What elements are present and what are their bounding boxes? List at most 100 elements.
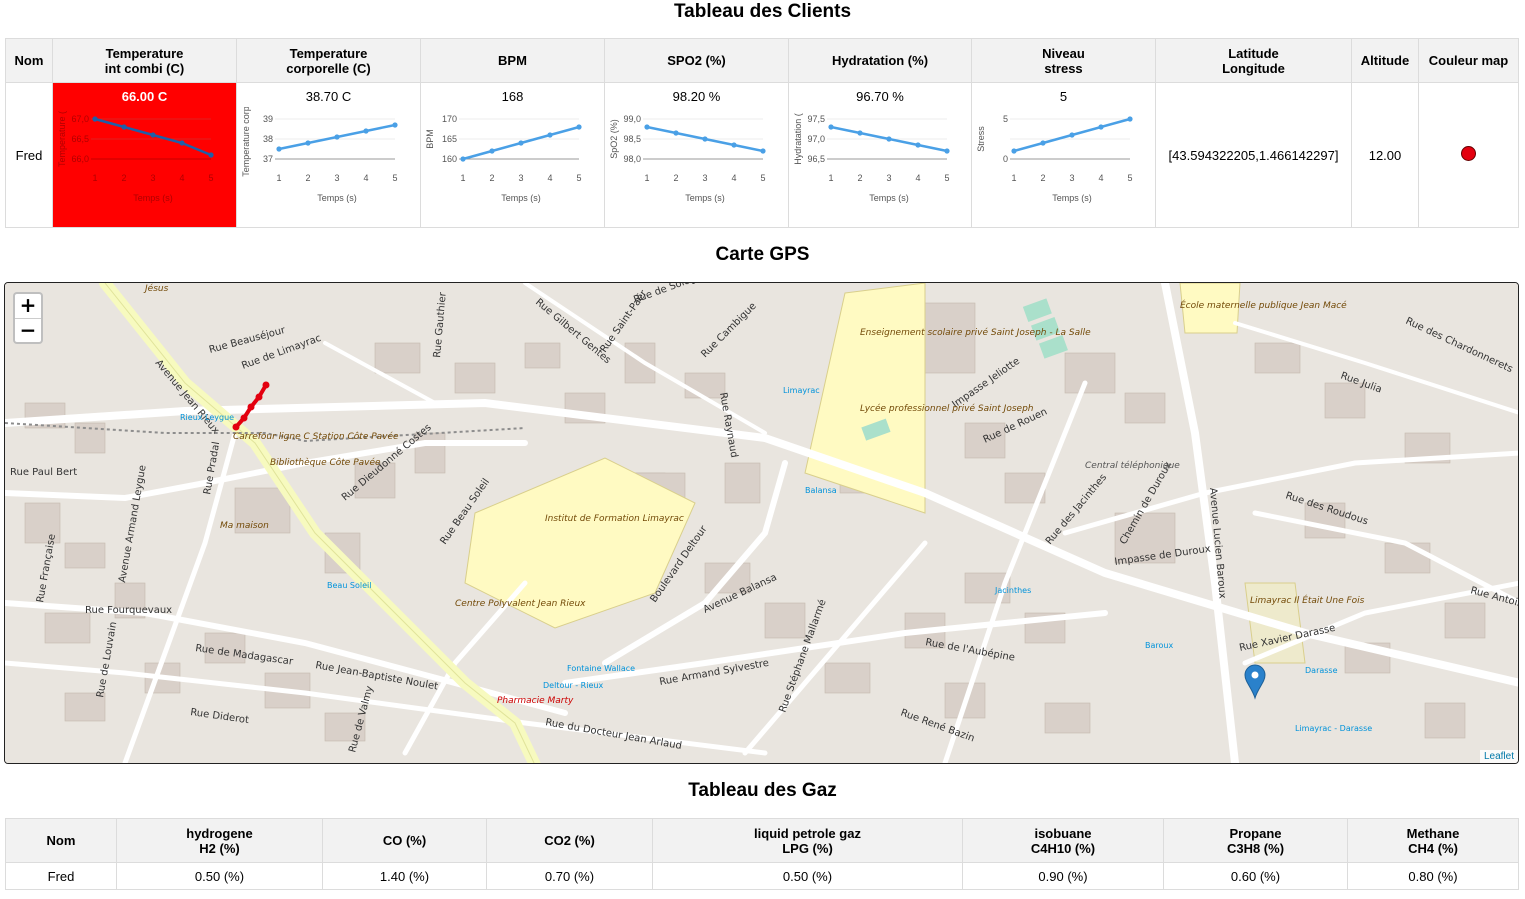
chart-x-tick-label: 1 [828, 173, 833, 183]
chart-point [276, 146, 282, 152]
header-temp-corp: Temperature corporelle (C) [236, 38, 421, 83]
table-row: Fred 66.00 C 67,0 66,5 66,0 1 2 3 4 5 Temps (s) T… [5, 82, 1519, 228]
chart-point [576, 124, 582, 130]
spo2-value: 98.20 % [672, 89, 721, 104]
map-color-cell [1418, 82, 1519, 228]
gps-map-title: Carte GPS [715, 244, 810, 265]
chart-point [460, 156, 466, 162]
gaz-header-h2: hydrogene H2 (%) [116, 818, 323, 863]
chart-point [547, 132, 553, 138]
chart-x-tick-label: 5 [208, 173, 213, 183]
gaz-header-row: Nom hydrogene H2 (%) CO (%) CO2 (%) liqui… [5, 818, 1519, 863]
place-label: Institut de Formation Limayrac [545, 514, 684, 524]
spo2-chart: 99,0 98,5 98,01 2 3 4 5 Temps (s) SpO2 (%) [609, 114, 766, 203]
gaz-header-propane: Propane C3H8 (%) [1163, 818, 1348, 863]
chart-y-axis-label: BPM [425, 129, 435, 149]
chart-x-tick-label: 1 [644, 173, 649, 183]
chart-y-tick-label: 98,5 [623, 134, 641, 144]
gps-map[interactable]: Avenue Jean Rieux Rue de Limayrac Rue Be… [4, 282, 1519, 764]
hydratation-cell: 96.70 % 97,5 97,0 96,5 1 2 3 4 5 Temps (s) Hydrat… [788, 82, 972, 228]
chart-y-axis-label: Hydratation ( [793, 113, 803, 165]
chart-point [1011, 148, 1017, 154]
chart-y-tick-label: 66,0 [71, 154, 89, 164]
chart-point [92, 116, 98, 122]
place-label: Ma maison [220, 521, 269, 531]
place-label: Fontaine Wallace [567, 664, 635, 673]
chart-point [208, 152, 214, 158]
chart-x-tick-label: 3 [886, 173, 891, 183]
spo2-cell: 98.20 % 99,0 98,5 98,0 1 2 3 4 5 Temps (s) SpO2 (… [604, 82, 789, 228]
hydratation-value: 96.70 % [856, 89, 904, 104]
chart-point [518, 140, 524, 146]
gaz-header-methane: Methane CH4 (%) [1347, 818, 1519, 863]
chart-point [305, 140, 311, 146]
chart-y-tick-label: 5 [1003, 114, 1008, 124]
chart-point [915, 142, 921, 148]
chart-point [1098, 124, 1104, 130]
gaz-co-value: 1.40 (%) [322, 862, 487, 890]
chart-y-axis-label: SpO2 (%) [609, 119, 619, 159]
header-temp-int: Temperature int combi (C) [52, 38, 237, 83]
leaflet-attribution-link[interactable]: Leaflet [1479, 750, 1518, 763]
chart-x-tick-label: 2 [857, 173, 862, 183]
header-bpm: BPM [420, 38, 605, 83]
map-color-dot [1461, 146, 1476, 161]
place-label: Pharmacie Marty [497, 696, 574, 706]
gaz-header-lpg: liquid petrole gaz LPG (%) [652, 818, 963, 863]
chart-y-tick-label: 37 [263, 154, 273, 164]
chart-x-tick-label: 3 [334, 173, 339, 183]
chart-point [1127, 116, 1133, 122]
gaz-header-nom: Nom [5, 818, 117, 863]
chart-point [673, 130, 679, 136]
chart-point [392, 122, 398, 128]
header-nom: Nom [5, 38, 53, 83]
altitude-value: 12.00 [1351, 82, 1419, 228]
chart-x-tick-label: 2 [305, 173, 310, 183]
chart-y-axis-label: Stress [976, 126, 986, 152]
latlon-value: [43.594322205,1.466142297] [1155, 82, 1352, 228]
gaz-methane-value: 0.80 (%) [1347, 862, 1519, 890]
chart-x-tick-label: 5 [944, 173, 949, 183]
chart-point [731, 142, 737, 148]
gaz-co2-value: 0.70 (%) [486, 862, 653, 890]
stop-label: Carrefour ligne C Station Côte Pavée [233, 431, 399, 442]
place-label: Limayrac Il Était Une Fois [1250, 594, 1365, 606]
stop-label: Balansa [805, 486, 837, 495]
header-stress: Niveau stress [971, 38, 1156, 83]
chart-y-tick-label: 99,0 [623, 114, 641, 124]
chart-point [886, 136, 892, 142]
clients-header-row: Nom Temperature int combi (C) Temperature… [5, 38, 1519, 83]
zoom-in-button[interactable]: + [19, 293, 37, 317]
chart-x-tick-label: 4 [1098, 173, 1103, 183]
stop-label: Limayrac - Darasse [1295, 724, 1372, 733]
clients-table-title: Tableau des Clients [673, 1, 852, 22]
chart-x-tick-label: 4 [363, 173, 368, 183]
street-label: Rue Paul Bert [10, 467, 77, 478]
gaz-name: Fred [5, 862, 117, 890]
chart-point [334, 134, 340, 140]
location-marker-icon[interactable] [1244, 664, 1266, 700]
gaz-table: Nom hydrogene H2 (%) CO (%) CO2 (%) liqui… [5, 818, 1519, 890]
header-spo2: SPO2 (%) [604, 38, 789, 83]
chart-y-tick-label: 97,5 [807, 114, 825, 124]
chart-point [150, 132, 156, 138]
stop-label: Baroux [1145, 641, 1173, 650]
chart-x-tick-label: 2 [489, 173, 494, 183]
chart-x-tick-label: 1 [276, 173, 281, 183]
gps-track-points [232, 381, 270, 431]
chart-y-tick-label: 0 [1003, 154, 1008, 164]
stop-label: Rieux Leygue [180, 413, 234, 422]
chart-x-tick-label: 3 [1069, 173, 1074, 183]
chart-x-tick-label: 4 [179, 173, 184, 183]
place-label: Jésus [143, 283, 169, 294]
chart-point [363, 128, 369, 134]
header-couleur: Couleur map [1418, 38, 1519, 83]
map-tiles[interactable]: Avenue Jean Rieux Rue de Limayrac Rue Be… [5, 283, 1519, 764]
chart-x-tick-label: 5 [392, 173, 397, 183]
chart-point [489, 148, 495, 154]
zoom-out-button[interactable]: − [15, 318, 41, 342]
chart-x-tick-label: 1 [1011, 173, 1016, 183]
temp-int-chart: 67,0 66,5 66,01 2 3 4 5 Temps (s) Temperature ( [57, 111, 214, 203]
gaz-lpg-value: 0.50 (%) [652, 862, 963, 890]
stop-label: Limayrac [783, 386, 820, 395]
